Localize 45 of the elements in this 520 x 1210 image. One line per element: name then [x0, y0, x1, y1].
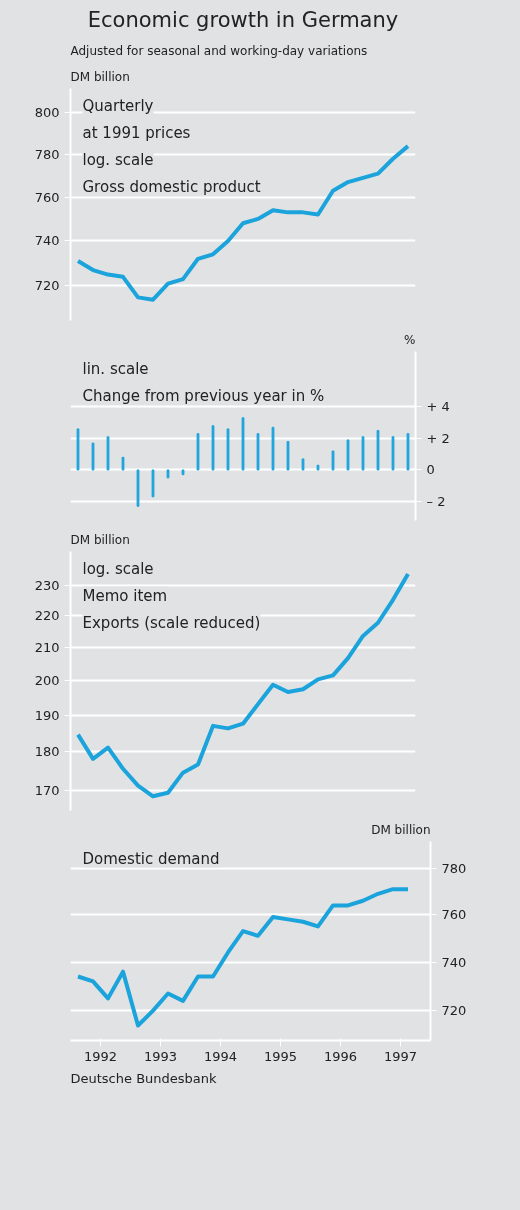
text: Deutsche Bundesbank — [70, 1070, 218, 1086]
y2-tick-label: 780 — [441, 861, 467, 877]
y2-axis-title: % — [404, 332, 416, 347]
line-series — [76, 144, 410, 302]
y2-tick-label: 0 — [426, 462, 435, 478]
y-tick-label: 800 — [34, 105, 60, 121]
annotation: Memo item — [82, 586, 168, 605]
y-tick-label: 210 — [34, 639, 60, 655]
y2-tick-label: + 4 — [426, 399, 450, 415]
y-axis-title: DM billion — [70, 69, 130, 84]
y2-axis-title: DM billion — [371, 822, 431, 837]
y-tick-label: 180 — [34, 744, 60, 760]
y2-tick-label: 760 — [441, 907, 467, 923]
y-tick-label: 720 — [34, 278, 60, 294]
y-tick-label: 220 — [34, 608, 60, 624]
annotation: Quarterly — [82, 96, 154, 115]
x-tick-label: 1997 — [383, 1048, 418, 1064]
text: Domestic demand — [82, 849, 220, 868]
series-label: Gross domestic product — [82, 177, 261, 196]
y-tick-label: 230 — [34, 578, 60, 594]
x-tick-label: 1994 — [203, 1048, 238, 1064]
y-tick-label: 200 — [34, 672, 60, 688]
x-tick-label: 1996 — [323, 1048, 358, 1064]
y-tick-label: 740 — [34, 233, 60, 249]
y-axis-title: DM billion — [70, 532, 130, 547]
chart-title: Economic growth in Germany — [87, 7, 399, 32]
y-tick-label: 760 — [34, 189, 60, 205]
line-series — [76, 887, 410, 1028]
x-tick-label: 1993 — [143, 1048, 178, 1064]
y2-tick-label: 740 — [441, 954, 467, 970]
annotation: at 1991 prices — [82, 123, 191, 142]
annotation: log. scale — [82, 150, 154, 169]
annotation: log. scale — [82, 559, 154, 578]
x-tick-label: 1992 — [83, 1048, 118, 1064]
x-tick-label: 1995 — [263, 1048, 298, 1064]
chart-subtitle: Adjusted for seasonal and working-day variations — [70, 43, 368, 58]
y2-tick-label: – 2 — [426, 494, 446, 510]
y-tick-label: 780 — [34, 147, 60, 163]
y-tick-label: 190 — [34, 707, 60, 723]
annotation: Change from previous year in % — [82, 386, 325, 405]
annotation: lin. scale — [82, 359, 149, 378]
y2-tick-label: 720 — [441, 1003, 467, 1019]
y-tick-label: 170 — [34, 782, 60, 798]
y2-tick-label: + 2 — [426, 430, 450, 446]
text: Exports (scale reduced) — [82, 613, 261, 632]
